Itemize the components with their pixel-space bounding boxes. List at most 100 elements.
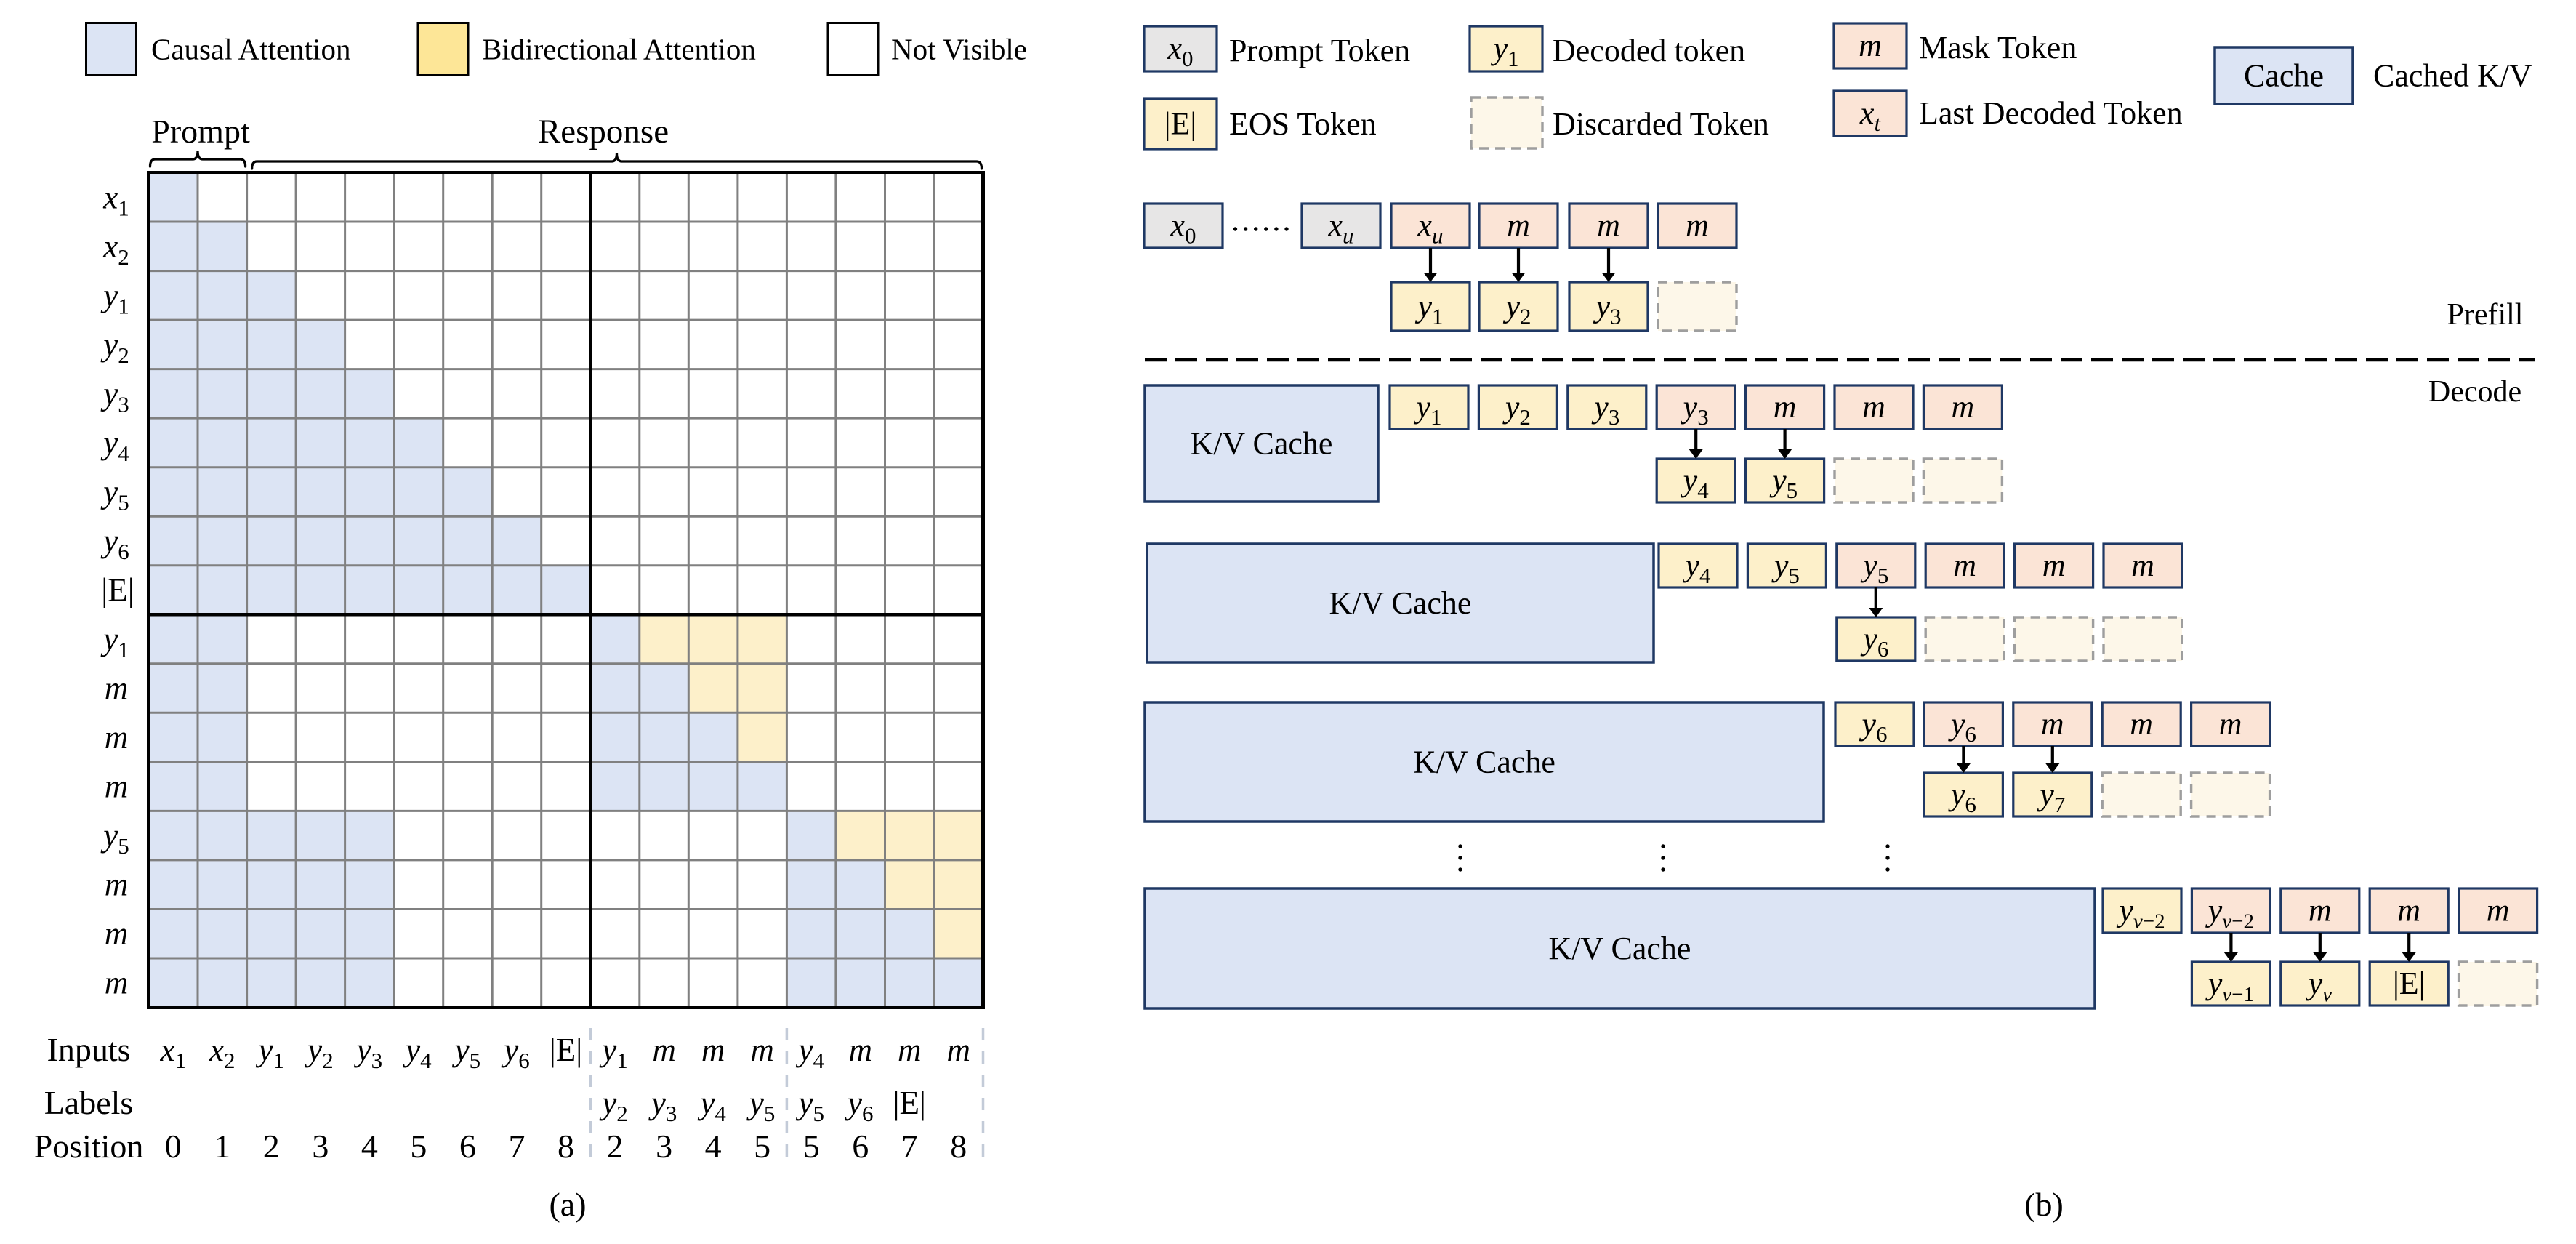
svg-text:0: 0 <box>165 1128 182 1165</box>
svg-text:y5: y5 <box>100 473 129 515</box>
svg-text:y4: y4 <box>403 1032 432 1073</box>
svg-text:m: m <box>105 915 129 952</box>
svg-text:yv: yv <box>2306 966 2333 1006</box>
svg-text:Decode: Decode <box>2428 375 2521 409</box>
svg-text:5: 5 <box>754 1128 770 1165</box>
svg-text:m: m <box>1862 389 1885 425</box>
svg-text:Last Decoded Token: Last Decoded Token <box>1919 95 2183 131</box>
svg-text:m: m <box>1952 389 1975 425</box>
svg-text:m: m <box>750 1032 774 1068</box>
svg-text:K/V Cache: K/V Cache <box>1329 585 1472 621</box>
svg-text:(a): (a) <box>549 1186 586 1223</box>
svg-text:Labels: Labels <box>44 1084 134 1121</box>
svg-text:Prompt: Prompt <box>151 113 250 150</box>
svg-text:m: m <box>848 1032 872 1068</box>
svg-text:x2: x2 <box>102 228 129 270</box>
svg-text:7: 7 <box>509 1128 526 1165</box>
svg-text:y5: y5 <box>795 1085 824 1126</box>
svg-text:x1: x1 <box>102 179 129 220</box>
svg-text:6: 6 <box>459 1128 476 1165</box>
svg-text:m: m <box>2130 706 2153 742</box>
svg-text:K/V Cache: K/V Cache <box>1413 745 1555 780</box>
svg-text:|E|: |E| <box>550 1032 583 1068</box>
svg-text:m: m <box>1686 208 1709 244</box>
svg-text:y3: y3 <box>100 375 129 417</box>
svg-text:m: m <box>2131 547 2154 583</box>
svg-text:4: 4 <box>705 1128 722 1165</box>
svg-text:K/V Cache: K/V Cache <box>1191 426 1333 462</box>
svg-text:Response: Response <box>538 113 669 151</box>
svg-text:x2: x2 <box>209 1032 235 1073</box>
svg-text:EOS Token: EOS Token <box>1229 106 1377 142</box>
svg-text:m: m <box>946 1032 970 1068</box>
svg-text:y3: y3 <box>648 1085 677 1126</box>
svg-text:8: 8 <box>558 1128 574 1165</box>
svg-text:Not Visible: Not Visible <box>891 33 1027 66</box>
svg-text:y5: y5 <box>746 1085 775 1126</box>
svg-text:Prefill: Prefill <box>2447 298 2524 332</box>
svg-text:y1: y1 <box>1414 289 1443 329</box>
svg-text:y2: y2 <box>100 326 129 368</box>
svg-text:1: 1 <box>214 1128 230 1165</box>
svg-text:5: 5 <box>410 1128 427 1165</box>
svg-text:m: m <box>652 1032 676 1068</box>
svg-text:m: m <box>105 867 129 903</box>
svg-text:Cache: Cache <box>2244 58 2324 94</box>
svg-text:m: m <box>2309 893 2332 928</box>
svg-text:3: 3 <box>656 1128 672 1165</box>
svg-text:y6: y6 <box>1948 777 1976 817</box>
svg-text:y4: y4 <box>795 1032 824 1073</box>
svg-text:Cached K/V: Cached K/V <box>2373 58 2532 94</box>
svg-text:|E|: |E| <box>1164 106 1197 142</box>
svg-text:m: m <box>105 670 129 707</box>
svg-text:y1: y1 <box>100 277 129 318</box>
svg-text:K/V Cache: K/V Cache <box>1549 931 1691 966</box>
svg-text:m: m <box>2219 706 2242 742</box>
svg-text:m: m <box>1507 208 1530 244</box>
svg-text:m: m <box>1774 389 1797 425</box>
svg-text:y1: y1 <box>599 1032 627 1073</box>
svg-text:m: m <box>2397 893 2420 928</box>
svg-text:y6: y6 <box>100 523 129 564</box>
svg-text:m: m <box>2487 893 2510 928</box>
svg-text:y4: y4 <box>1681 462 1710 503</box>
svg-text:m: m <box>105 769 129 805</box>
svg-text:m: m <box>1859 28 1882 63</box>
svg-text:y6: y6 <box>501 1032 529 1073</box>
svg-text:8: 8 <box>950 1128 967 1165</box>
svg-text:y3: y3 <box>354 1032 382 1073</box>
svg-text:Position: Position <box>34 1128 144 1165</box>
svg-text:m: m <box>105 719 129 755</box>
svg-text:y6: y6 <box>845 1085 873 1126</box>
svg-text:|E|: |E| <box>893 1085 926 1121</box>
svg-text:Discarded Token: Discarded Token <box>1553 106 1769 142</box>
svg-text:Causal Attention: Causal Attention <box>151 33 350 66</box>
svg-text:|E|: |E| <box>101 572 134 609</box>
svg-text:y4: y4 <box>100 425 129 466</box>
svg-text:m: m <box>105 965 129 1001</box>
svg-text:7: 7 <box>901 1128 918 1165</box>
svg-text:y5: y5 <box>452 1032 480 1073</box>
svg-text:y4: y4 <box>697 1085 726 1126</box>
svg-text:y6: y6 <box>1948 706 1976 747</box>
svg-text:3: 3 <box>312 1128 329 1165</box>
svg-text:m: m <box>2041 706 2064 742</box>
svg-text:y5: y5 <box>100 817 129 859</box>
svg-text:5: 5 <box>803 1128 820 1165</box>
svg-text:|E|: |E| <box>2393 966 2426 1001</box>
svg-text:4: 4 <box>361 1128 378 1165</box>
svg-text:m: m <box>1953 547 1976 583</box>
svg-text:6: 6 <box>852 1128 869 1165</box>
svg-text:(b): (b) <box>2024 1186 2064 1223</box>
svg-text:xu: xu <box>1327 208 1353 249</box>
svg-text:Decoded token: Decoded token <box>1553 33 1745 68</box>
svg-text:2: 2 <box>607 1128 624 1165</box>
svg-text:y2: y2 <box>599 1085 627 1126</box>
svg-text:m: m <box>701 1032 725 1068</box>
svg-text:Prompt Token: Prompt Token <box>1229 33 1410 68</box>
svg-text:y1: y1 <box>100 621 129 662</box>
svg-text:y2: y2 <box>305 1032 333 1073</box>
svg-text:y1: y1 <box>256 1032 284 1073</box>
svg-text:m: m <box>898 1032 922 1068</box>
svg-text:Bidirectional Attention: Bidirectional Attention <box>482 33 756 66</box>
